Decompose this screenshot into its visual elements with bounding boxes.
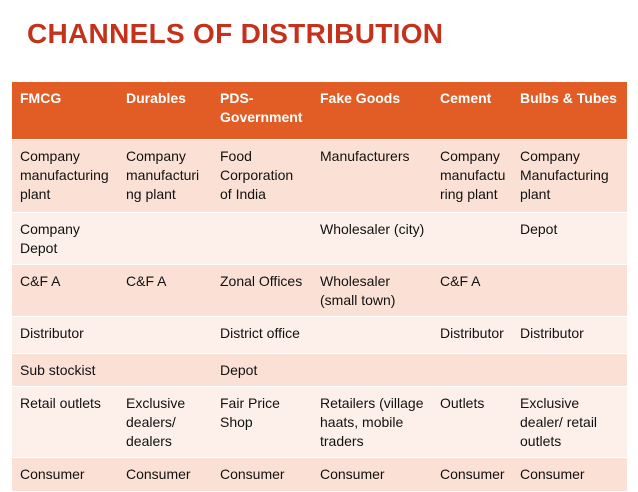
table-cell: C&F A bbox=[12, 264, 118, 317]
table-cell: Distributor bbox=[432, 316, 512, 354]
distribution-table: FMCG Durables PDS- Government Fake Goods Cem… bbox=[12, 82, 627, 492]
table-row: Company Depot Wholesaler (city) Depot bbox=[12, 212, 627, 265]
table-cell: Company manufacturing plant bbox=[432, 139, 512, 213]
table-cell: Company manufacturing plant bbox=[12, 139, 118, 213]
table-cell: Exclusive dealer/ retail outlets bbox=[512, 386, 627, 458]
table-cell: Retail outlets bbox=[12, 386, 118, 458]
table-cell: Manufacturers bbox=[312, 139, 432, 213]
empty-cell bbox=[118, 316, 212, 354]
table-cell: Distributor bbox=[12, 316, 118, 354]
table-cell: Consumer bbox=[512, 457, 627, 492]
empty-cell bbox=[432, 212, 512, 265]
table-row: Sub stockist Depot bbox=[12, 353, 627, 387]
table-cell: C&F A bbox=[118, 264, 212, 317]
table-cell: Company Manufacturing plant bbox=[512, 139, 627, 213]
table-cell: Food Corporation of India bbox=[212, 139, 312, 213]
table-cell: Outlets bbox=[432, 386, 512, 458]
table-cell: Zonal Offices bbox=[212, 264, 312, 317]
table-cell: Depot bbox=[212, 353, 312, 387]
table-cell: Wholesaler (small town) bbox=[312, 264, 432, 317]
table-cell: Sub stockist bbox=[12, 353, 118, 387]
slide-title: CHANNELS OF DISTRIBUTION bbox=[27, 18, 444, 49]
column-header: FMCG bbox=[12, 82, 118, 140]
table-cell: Company manufacturing plant bbox=[118, 139, 212, 213]
header-row: FMCG Durables PDS- Government Fake Goods Cem… bbox=[12, 82, 627, 140]
table-cell: Exclusive dealers/ dealers bbox=[118, 386, 212, 458]
column-header: PDS- Government bbox=[212, 82, 312, 140]
table-row: Retail outlets Exclusive dealers/ dealers… bbox=[12, 386, 627, 458]
empty-cell bbox=[312, 316, 432, 354]
column-header: Bulbs & Tubes bbox=[512, 82, 627, 140]
slide: CHANNELS OF DISTRIBUTION FMCG Durables PDS… bbox=[12, 18, 627, 492]
empty-cell bbox=[512, 264, 627, 317]
table-row: Company manufacturing plant Company manuf… bbox=[12, 139, 627, 213]
table-cell: Distributor bbox=[512, 316, 627, 354]
empty-cell bbox=[432, 353, 512, 387]
column-header: Fake Goods bbox=[312, 82, 432, 140]
empty-cell bbox=[118, 353, 212, 387]
table-cell: Consumer bbox=[118, 457, 212, 492]
table-row: Distributor District office Distributor Dis… bbox=[12, 316, 627, 354]
table-cell: Fair Price Shop bbox=[212, 386, 312, 458]
empty-cell bbox=[118, 212, 212, 265]
empty-cell bbox=[312, 353, 432, 387]
table-cell: Retailers (village haats, mobile traders bbox=[312, 386, 432, 458]
table-cell: Company Depot bbox=[12, 212, 118, 265]
table-cell: Consumer bbox=[12, 457, 118, 492]
table-cell: Consumer bbox=[212, 457, 312, 492]
table-body: Company manufacturing plant Company manuf… bbox=[12, 139, 627, 492]
table-cell: Depot bbox=[512, 212, 627, 265]
table-cell: Consumer bbox=[432, 457, 512, 492]
table-row: Consumer Consumer Consumer Consumer Consumer… bbox=[12, 457, 627, 492]
table-cell: C&F A bbox=[432, 264, 512, 317]
empty-cell bbox=[512, 353, 627, 387]
table-row: C&F A C&F A Zonal Offices Wholesaler (small… bbox=[12, 264, 627, 317]
table-cell: District office bbox=[212, 316, 312, 354]
table-cell: Consumer bbox=[312, 457, 432, 492]
column-header: Durables bbox=[118, 82, 212, 140]
empty-cell bbox=[212, 212, 312, 265]
table-cell: Wholesaler (city) bbox=[312, 212, 432, 265]
column-header: Cement bbox=[432, 82, 512, 140]
